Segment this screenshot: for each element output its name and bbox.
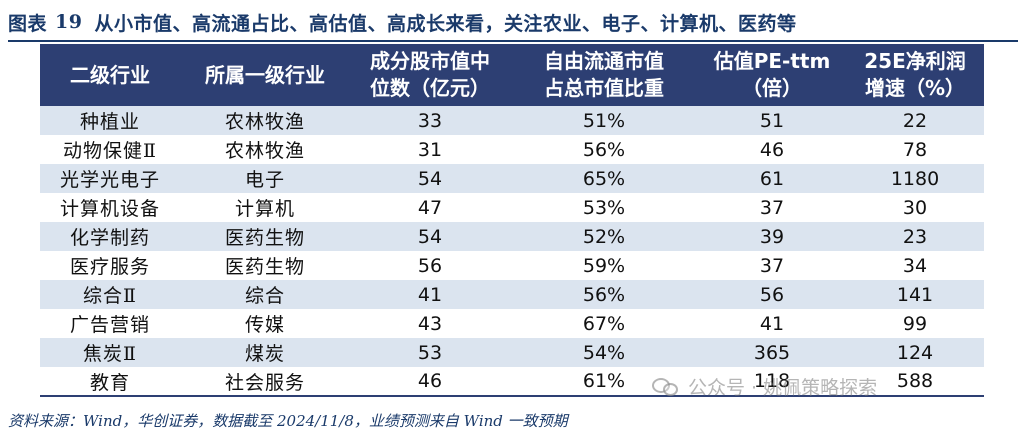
cell-median-market-cap: 47 [417, 196, 443, 219]
cell-parent-industry: 煤炭 [244, 343, 285, 365]
cell-profit-growth: 30 [902, 196, 928, 219]
cell-pe-ttm: 37 [759, 196, 785, 219]
cell-parent-industry: 计算机 [234, 198, 295, 220]
title-divider [8, 40, 1018, 42]
cell-parent-industry: 社会服务 [224, 371, 305, 394]
cell-pe-ttm: 56 [759, 283, 785, 306]
cell-profit-growth: 1180 [890, 167, 940, 190]
cell-free-float-ratio: 56% [582, 283, 626, 306]
cell-profit-growth: 78 [902, 138, 928, 161]
table-row: 计算机设备 计算机 47 53% 37 30 [40, 193, 984, 222]
cell-free-float-ratio: 52% [582, 225, 626, 248]
header-sub-industry: 二级行业 [70, 62, 150, 87]
cell-pe-ttm: 37 [759, 254, 785, 277]
cell-free-float-ratio: 59% [582, 254, 626, 277]
table-row: 教育 社会服务 46 61% 118 588 [40, 367, 984, 396]
table-row: 化学制药 医药生物 54 52% 39 23 [40, 222, 984, 251]
cell-median-market-cap: 56 [417, 254, 443, 277]
cell-sub-industry: 综合Ⅱ [83, 285, 137, 307]
cell-median-market-cap: 41 [417, 283, 443, 306]
table-row: 广告营销 传媒 43 67% 41 99 [40, 309, 984, 338]
cell-pe-ttm: 51 [759, 109, 785, 132]
cell-free-float-ratio: 56% [582, 138, 626, 161]
figure-number: 19 [55, 11, 83, 33]
cell-free-float-ratio: 53% [582, 196, 626, 219]
cell-median-market-cap: 31 [417, 138, 443, 161]
cell-median-market-cap: 43 [417, 312, 443, 335]
cell-profit-growth: 141 [896, 283, 934, 306]
cell-sub-industry: 光学光电子 [59, 169, 160, 191]
table-row: 医疗服务 医药生物 56 59% 37 34 [40, 251, 984, 280]
header-parent-industry: 所属一级行业 [205, 62, 325, 87]
header-median-market-cap: 成分股市值中 位数（亿元） [370, 49, 490, 100]
cell-free-float-ratio: 65% [582, 167, 626, 190]
cell-parent-industry: 医药生物 [224, 256, 305, 278]
table-row: 种植业 农林牧渔 33 51% 51 22 [40, 106, 984, 135]
table-header-row: 二级行业 所属一级行业 成分股市值中 位数（亿元） 自由流通市值 占总市值比重 … [40, 44, 984, 106]
header-pe-ttm: 估值PE-ttm （倍） [713, 49, 831, 100]
cell-profit-growth: 99 [902, 312, 928, 335]
cell-pe-ttm: 118 [753, 370, 791, 392]
cell-free-float-ratio: 51% [582, 109, 626, 132]
cell-sub-industry: 化学制药 [69, 227, 150, 249]
table-body: 种植业 农林牧渔 33 51% 51 22 动物保健Ⅱ 农林牧渔 31 56% 46 78 光学光电子电… [40, 106, 984, 396]
cell-sub-industry: 动物保健Ⅱ [63, 140, 157, 162]
cell-pe-ttm: 41 [759, 312, 785, 335]
cell-parent-industry: 综合 [244, 285, 285, 307]
cell-parent-industry: 医药生物 [224, 227, 305, 249]
figure-title: 图表 19 从小市值、高流通占比、高估值、高成长来看，关注农业、电子、计算机、医… [8, 6, 1016, 38]
header-profit-growth: 25E净利润 增速（%） [864, 49, 966, 100]
cell-pe-ttm: 365 [753, 341, 791, 364]
industry-table: 二级行业 所属一级行业 成分股市值中 位数（亿元） 自由流通市值 占总市值比重 … [40, 44, 984, 397]
header-free-float-ratio: 自由流通市值 占总市值比重 [544, 49, 664, 100]
table-row: 光学光电子 电子 54 65% 61 1180 [40, 164, 984, 193]
source-footnote: 资料来源：Wind，华创证券，数据截至 2024/11/8，业绩预测来自 Win… [8, 412, 568, 430]
cell-profit-growth: 23 [902, 225, 928, 248]
cell-sub-industry: 广告营销 [69, 314, 150, 336]
cell-profit-growth: 588 [896, 370, 934, 392]
table-row: 综合Ⅱ 综合 41 56% 56 141 [40, 280, 984, 309]
cell-sub-industry: 医疗服务 [69, 256, 150, 278]
cell-sub-industry: 焦炭Ⅱ [83, 343, 137, 365]
cell-pe-ttm: 61 [759, 167, 785, 190]
cell-pe-ttm: 39 [759, 225, 785, 248]
cell-free-float-ratio: 61% [582, 370, 626, 392]
cell-free-float-ratio: 54% [582, 341, 626, 364]
cell-parent-industry: 农林牧渔 [224, 140, 305, 162]
cell-parent-industry: 电子 [244, 169, 285, 191]
cell-sub-industry: 计算机设备 [59, 198, 160, 220]
cell-sub-industry: 教育 [89, 371, 130, 394]
cell-free-float-ratio: 67% [582, 312, 626, 335]
cell-profit-growth: 124 [896, 341, 934, 364]
cell-median-market-cap: 46 [417, 370, 443, 392]
cell-profit-growth: 22 [902, 109, 928, 132]
cell-sub-industry: 种植业 [79, 111, 140, 133]
cell-parent-industry: 传媒 [244, 314, 285, 336]
data-table-container: 二级行业 所属一级行业 成分股市值中 位数（亿元） 自由流通市值 占总市值比重 … [40, 44, 984, 397]
table-row: 焦炭Ⅱ 煤炭 53 54% 365 124 [40, 338, 984, 367]
table-row: 动物保健Ⅱ 农林牧渔 31 56% 46 78 [40, 135, 984, 164]
cell-pe-ttm: 46 [759, 138, 785, 161]
cell-median-market-cap: 54 [417, 167, 443, 190]
cell-parent-industry: 农林牧渔 [224, 111, 305, 133]
figure-title-text: 从小市值、高流通占比、高估值、高成长来看，关注农业、电子、计算机、医药等 [94, 12, 797, 35]
cell-median-market-cap: 53 [417, 341, 443, 364]
cell-median-market-cap: 54 [417, 225, 443, 248]
figure-label: 图表 [8, 12, 48, 35]
cell-median-market-cap: 33 [417, 109, 443, 132]
cell-profit-growth: 34 [902, 254, 928, 277]
